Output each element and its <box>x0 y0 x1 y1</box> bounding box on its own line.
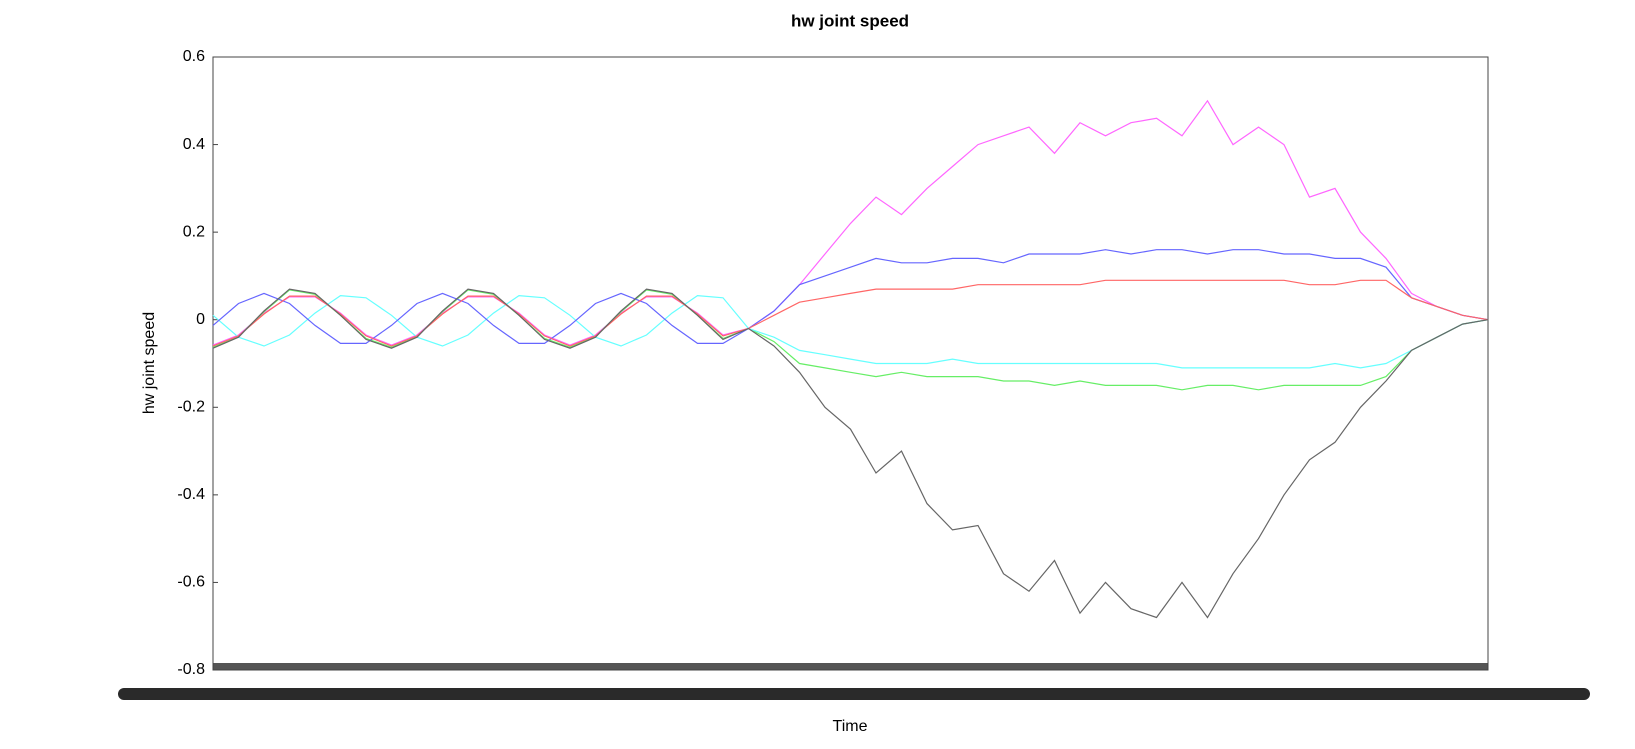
series-line <box>212 249 1489 344</box>
y-tick-label: -0.4 <box>177 486 205 503</box>
y-tick-label: 0.2 <box>183 223 205 240</box>
series-line <box>212 279 1489 347</box>
y-tick-label: -0.6 <box>177 574 205 591</box>
y-tick-label: -0.8 <box>177 661 205 678</box>
y-tick-label: 0.6 <box>183 48 205 65</box>
series-line <box>212 99 1489 346</box>
x-tick-strip <box>213 663 1488 670</box>
chart-title: hw joint speed <box>791 11 909 30</box>
x-axis-label: Time <box>833 718 868 735</box>
x-tick-label-blur <box>118 688 1590 700</box>
series-line <box>212 288 1489 619</box>
y-tick-label: 0.4 <box>183 136 205 153</box>
y-tick-label: -0.2 <box>177 399 205 416</box>
y-tick-label: 0 <box>196 311 205 328</box>
plot-frame <box>212 56 1489 671</box>
y-axis-label: hw joint speed <box>141 312 158 414</box>
series-line <box>212 294 1489 369</box>
